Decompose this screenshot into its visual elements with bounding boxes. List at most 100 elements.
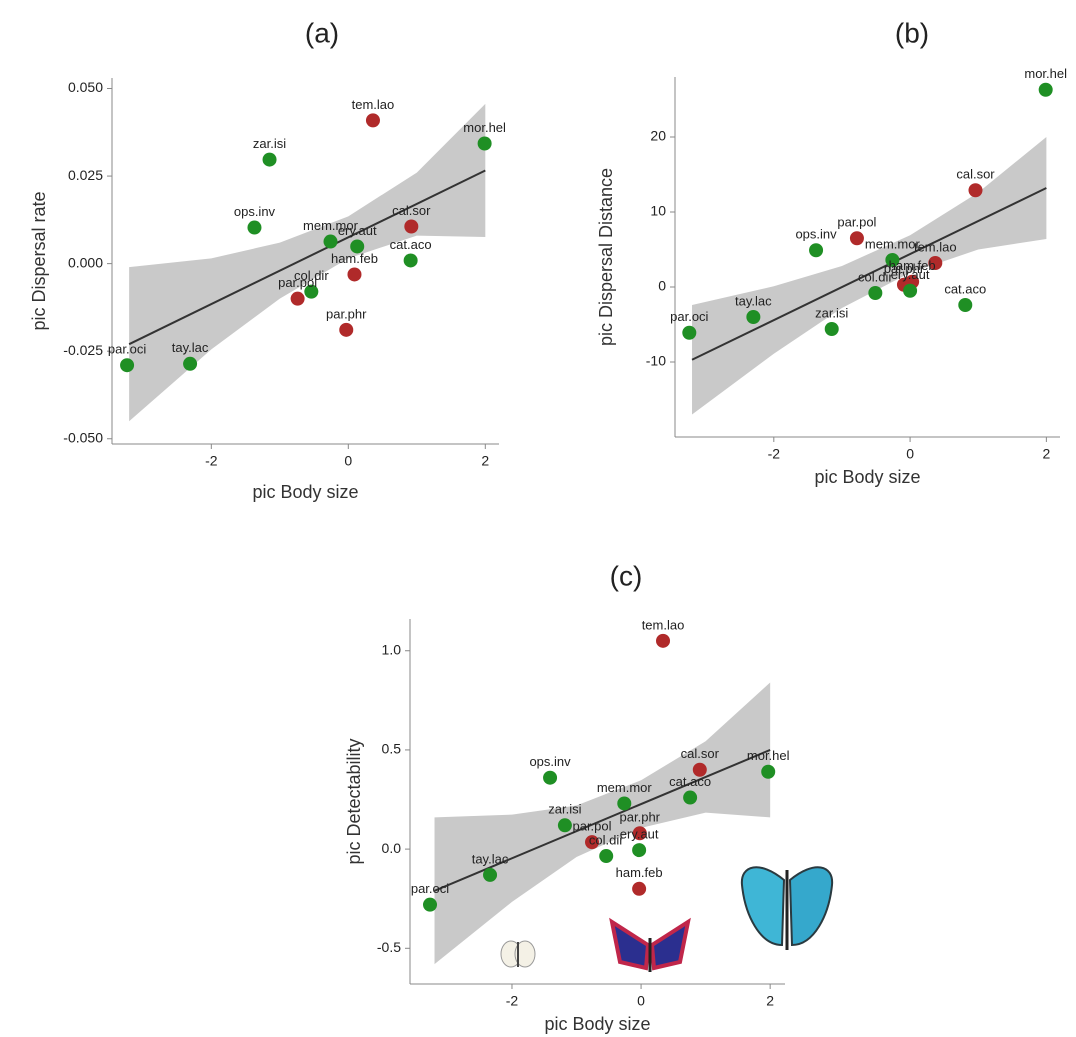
point-label: ham.feb — [889, 258, 936, 273]
y-tick-label: -0.050 — [63, 429, 103, 445]
x-tick-label: 2 — [766, 993, 774, 1009]
point — [290, 291, 305, 306]
point — [323, 234, 338, 249]
point-label: tem.lao — [642, 617, 685, 632]
y-axis-label: pic Dispersal Distance — [596, 168, 616, 346]
x-axis-label: pic Body size — [544, 1014, 650, 1034]
point — [868, 286, 883, 300]
point — [347, 267, 362, 282]
point-label: tay.lac — [172, 340, 209, 355]
point-label: par.oci — [411, 881, 449, 896]
y-tick-label: 0 — [658, 278, 666, 294]
point — [809, 243, 824, 258]
point — [599, 849, 614, 864]
y-axis-label: pic Detectability — [344, 738, 364, 864]
point-label: ham.feb — [331, 251, 378, 266]
confidence-band — [129, 103, 486, 422]
point-label: ham.feb — [616, 865, 663, 880]
point-label: mem.mor — [597, 780, 653, 795]
panel-title: (a) — [305, 17, 339, 48]
x-tick-label: 2 — [481, 453, 489, 469]
y-tick-label: 0.050 — [68, 79, 103, 95]
point — [339, 322, 354, 337]
y-tick-label: 1.0 — [382, 641, 402, 657]
point — [761, 764, 776, 779]
butterfly-small — [500, 940, 536, 968]
point — [903, 283, 918, 298]
point — [1038, 82, 1053, 97]
y-tick-label: 0.0 — [382, 840, 402, 856]
butterfly-red — [609, 917, 691, 972]
point — [183, 356, 198, 371]
x-tick-label: 0 — [637, 993, 645, 1009]
x-axis-label: pic Body size — [252, 482, 358, 502]
y-axis-label: pic Dispersal rate — [29, 191, 49, 330]
x-tick-label: -2 — [205, 453, 218, 469]
point-label: ery.aut — [891, 267, 930, 282]
point — [247, 220, 262, 235]
point-label: mor.hel — [463, 120, 506, 135]
point — [968, 183, 983, 198]
point-label: par.pol — [572, 819, 611, 834]
fit-line — [434, 749, 771, 892]
point — [885, 253, 900, 267]
point-label: cal.sor — [392, 203, 431, 218]
panel: (b) pic Body size pic Dispersal Distance 20… — [596, 17, 1067, 486]
confidence-band — [434, 682, 771, 965]
point-label: cat.aco — [669, 774, 711, 789]
panel-title: (c) — [610, 560, 643, 591]
point — [483, 867, 498, 882]
point-label: col.dir — [858, 269, 893, 284]
butterfly-blue — [740, 866, 834, 950]
point-label: par.phr — [884, 261, 925, 276]
point — [365, 113, 380, 128]
point-label: tem.lao — [352, 97, 395, 112]
point-label: ops.inv — [529, 754, 571, 769]
confidence-band — [692, 137, 1047, 415]
point — [120, 358, 135, 373]
point-label: col.dir — [294, 268, 329, 283]
point-label: zar.isi — [548, 802, 581, 817]
point-label: mem.mor — [865, 236, 921, 251]
point — [403, 253, 418, 268]
fit-line — [128, 169, 486, 346]
point — [632, 826, 647, 841]
point-label: par.oci — [108, 342, 146, 357]
x-tick-label: 0 — [906, 446, 914, 462]
point — [682, 325, 697, 340]
y-tick-label: 20 — [650, 128, 666, 144]
point-label: cal.sor — [956, 167, 995, 182]
x-tick-label: 0 — [344, 453, 352, 469]
panel-title: (b) — [895, 17, 929, 48]
point-label: mem.mor — [303, 218, 359, 233]
point-label: par.phr — [326, 306, 367, 321]
point — [404, 219, 419, 234]
point — [849, 231, 864, 246]
point-label: tem.lao — [914, 239, 957, 254]
point-label: tay.lac — [735, 293, 772, 308]
y-tick-label: 0.5 — [382, 741, 402, 757]
point — [477, 136, 492, 151]
point — [585, 835, 600, 850]
point — [928, 256, 943, 270]
point-label: par.pol — [278, 275, 317, 290]
x-axis-label: pic Body size — [814, 467, 920, 487]
point — [543, 770, 558, 785]
point-label: par.pol — [837, 215, 876, 230]
y-tick-label: 0.025 — [68, 167, 103, 183]
y-tick-label: 10 — [650, 203, 666, 219]
point-label: zar.isi — [253, 136, 286, 151]
point — [656, 633, 671, 648]
point — [632, 843, 647, 858]
point — [304, 284, 319, 299]
point — [262, 152, 277, 167]
point — [423, 897, 438, 912]
point — [692, 762, 707, 777]
point-label: mor.hel — [747, 748, 790, 763]
point — [557, 818, 572, 833]
point-label: par.oci — [670, 309, 708, 324]
y-tick-label: -0.025 — [63, 342, 103, 358]
point-label: mor.hel — [1024, 66, 1067, 81]
x-tick-label: -2 — [768, 446, 781, 462]
